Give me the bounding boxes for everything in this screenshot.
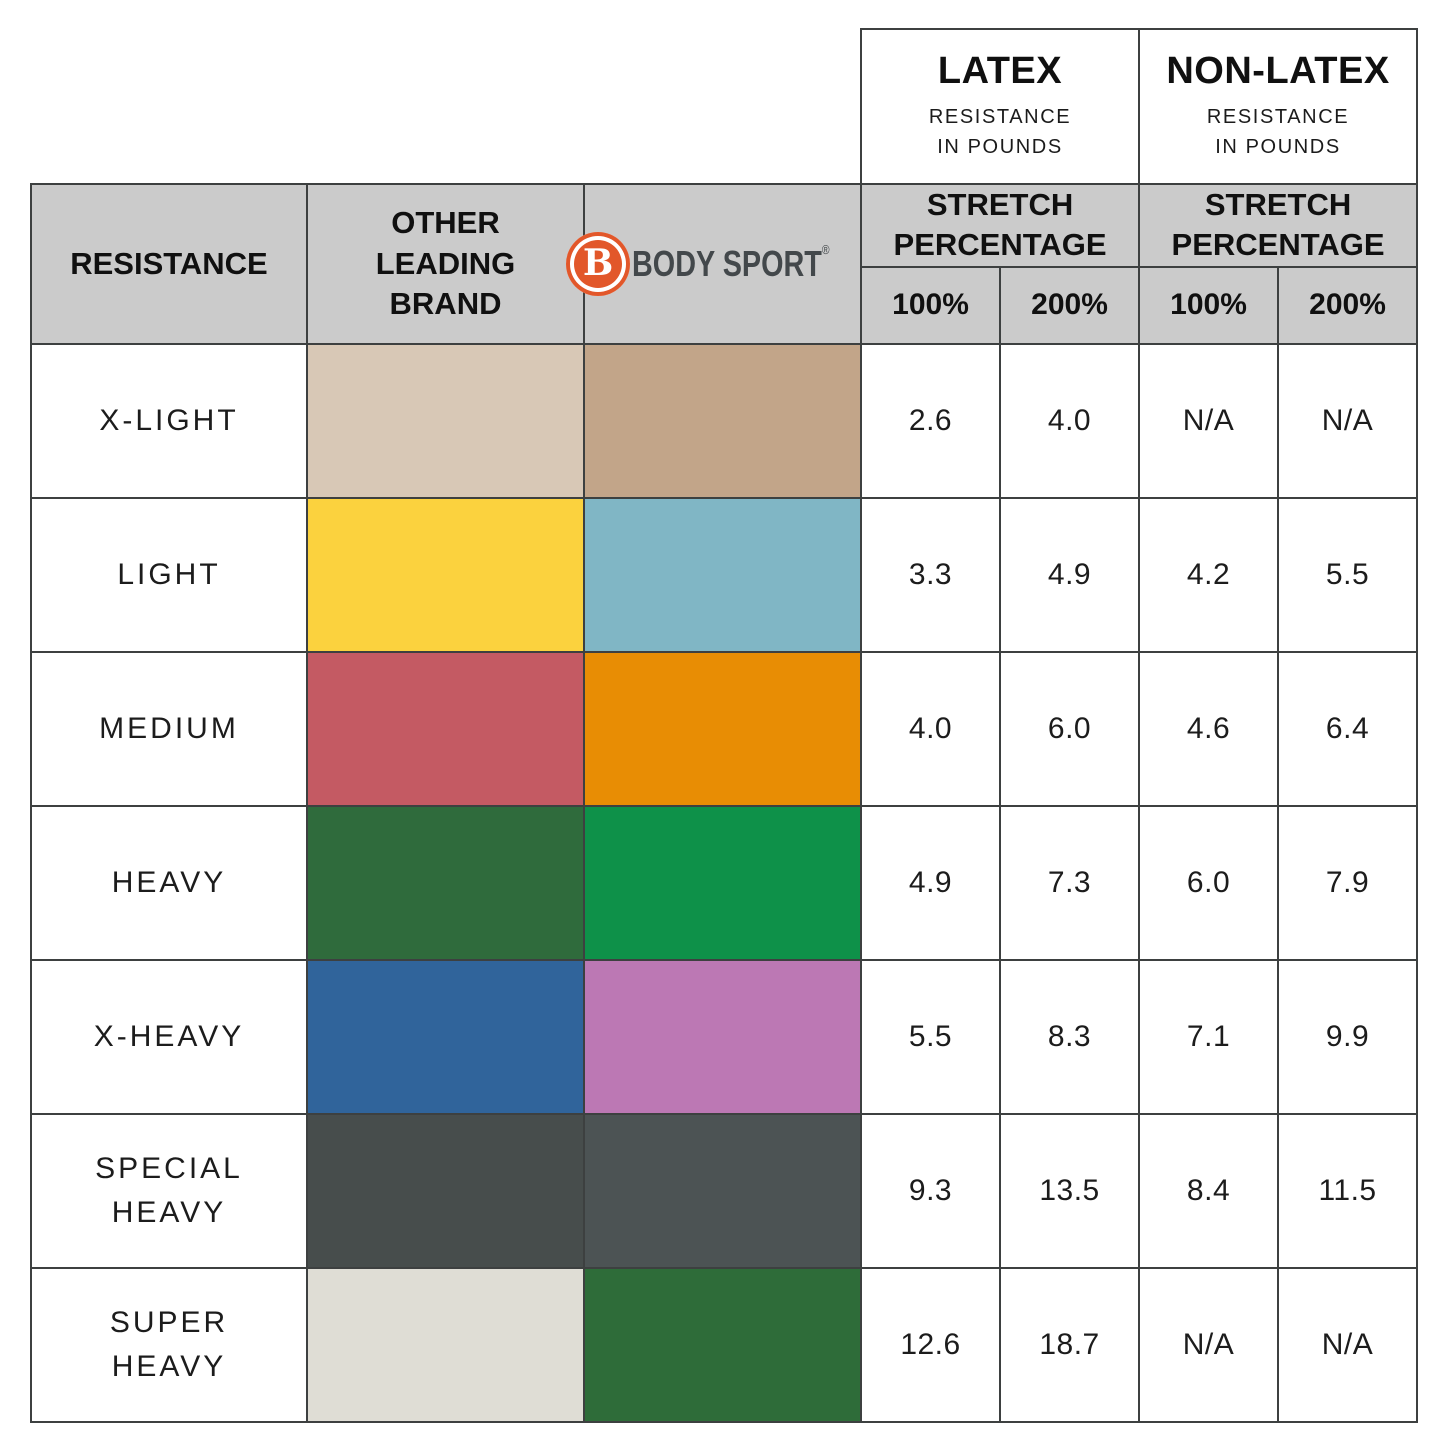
- latex-subtitle: RESISTANCE IN POUNDS: [928, 106, 1072, 159]
- latex-200-value: 13.5: [999, 1112, 1141, 1269]
- other-brand-swatch: [306, 342, 585, 499]
- latex-100-value: 4.0: [860, 650, 1002, 807]
- latex-100-value: 12.6: [860, 1266, 1002, 1423]
- table-row: X-LIGHT 2.6 4.0 N/A N/A: [30, 342, 1419, 499]
- nonlatex-200-header: 200%: [1277, 265, 1419, 345]
- nonlatex-100-value: 4.2: [1138, 496, 1280, 653]
- latex-100-value: 4.9: [860, 804, 1002, 961]
- latex-100-value: 9.3: [860, 1112, 1002, 1269]
- other-brand-swatch: [306, 650, 585, 807]
- resistance-column-header: RESISTANCE: [30, 183, 308, 345]
- nonlatex-200-value: N/A: [1277, 342, 1419, 499]
- table-row: LIGHT 3.3 4.9 4.2 5.5: [30, 496, 1419, 653]
- row-label: HEAVY: [30, 804, 308, 961]
- nonlatex-stretch-header: STRETCH PERCENTAGE: [1138, 183, 1419, 268]
- latex-200-header: 200%: [999, 265, 1141, 345]
- bodysport-column-header: B BODY SPORT®: [566, 183, 863, 345]
- latex-100-header: 100%: [860, 265, 1002, 345]
- bodysport-swatch: [582, 958, 863, 1115]
- latex-200-value: 4.0: [999, 342, 1141, 499]
- nonlatex-100-value: N/A: [1138, 1266, 1280, 1423]
- bodysport-swatch: [582, 804, 863, 961]
- bodysport-swatch: [582, 1266, 863, 1423]
- nonlatex-header-cell: NON-LATEX RESISTANCE IN POUNDS: [1138, 28, 1419, 185]
- percentage-header-row: 100% 200% 100% 200%: [31, 265, 1419, 345]
- other-brand-column-header: OTHER LEADING BRAND: [306, 183, 585, 345]
- bodysport-wordmark: BODY SPORT®: [632, 242, 830, 285]
- row-label: X-LIGHT: [30, 342, 308, 499]
- registered-mark: ®: [821, 242, 830, 258]
- other-brand-swatch: [306, 1112, 585, 1269]
- table-row: HEAVY 4.9 7.3 6.0 7.9: [30, 804, 1419, 961]
- latex-200-value: 4.9: [999, 496, 1141, 653]
- latex-200-value: 7.3: [999, 804, 1141, 961]
- nonlatex-200-value: 6.4: [1277, 650, 1419, 807]
- nonlatex-200-value: 7.9: [1277, 804, 1419, 961]
- material-header-row: LATEX RESISTANCE IN POUNDS NON-LATEX RES…: [31, 28, 1419, 185]
- top-left-blank: [31, 29, 861, 184]
- other-brand-swatch: [306, 496, 585, 653]
- table-row: MEDIUM 4.0 6.0 4.6 6.4: [30, 650, 1419, 807]
- latex-100-value: 2.6: [860, 342, 1002, 499]
- data-rows: X-LIGHT 2.6 4.0 N/A N/A LIGHT 3.3 4.9 4.2 5.5 MEDI…: [30, 342, 1419, 1423]
- nonlatex-100-value: 8.4: [1138, 1112, 1280, 1269]
- other-brand-swatch: [306, 1266, 585, 1423]
- nonlatex-100-value: 6.0: [1138, 804, 1280, 961]
- nonlatex-subtitle: RESISTANCE IN POUNDS: [1206, 106, 1350, 159]
- bodysport-swatch: [582, 496, 863, 653]
- nonlatex-100-value: 7.1: [1138, 958, 1280, 1115]
- bodysport-logo-icon: B: [566, 231, 631, 296]
- bodysport-swatch: [582, 650, 863, 807]
- bodysport-logo: B BODY SPORT®: [566, 231, 860, 296]
- bodysport-swatch: [582, 1112, 863, 1269]
- bodysport-swatch: [582, 342, 863, 499]
- other-brand-swatch: [306, 958, 585, 1115]
- resistance-comparison-table: LATEX RESISTANCE IN POUNDS NON-LATEX RES…: [30, 28, 1419, 1423]
- nonlatex-200-value: 5.5: [1277, 496, 1419, 653]
- table-row: SPECIAL HEAVY 9.3 13.5 8.4 11.5: [30, 1112, 1419, 1269]
- latex-title: LATEX: [937, 49, 1063, 92]
- nonlatex-200-value: 11.5: [1277, 1112, 1419, 1269]
- latex-stretch-header: STRETCH PERCENTAGE: [860, 183, 1141, 268]
- row-label: MEDIUM: [30, 650, 308, 807]
- nonlatex-title: NON-LATEX: [1166, 49, 1390, 92]
- latex-header-cell: LATEX RESISTANCE IN POUNDS: [860, 28, 1141, 185]
- nonlatex-200-value: 9.9: [1277, 958, 1419, 1115]
- other-brand-swatch: [306, 804, 585, 961]
- row-label: SPECIAL HEAVY: [30, 1112, 308, 1269]
- nonlatex-100-value: N/A: [1138, 342, 1280, 499]
- stretch-header-row: RESISTANCE OTHER LEADING BRAND B BODY SP…: [30, 183, 1419, 345]
- table-row: X-HEAVY 5.5 8.3 7.1 9.9: [30, 958, 1419, 1115]
- nonlatex-100-header: 100%: [1138, 265, 1280, 345]
- row-label: SUPER HEAVY: [30, 1266, 308, 1423]
- row-label: X-HEAVY: [30, 958, 308, 1115]
- latex-200-value: 8.3: [999, 958, 1141, 1115]
- nonlatex-100-value: 4.6: [1138, 650, 1280, 807]
- nonlatex-200-value: N/A: [1277, 1266, 1419, 1423]
- row-label: LIGHT: [30, 496, 308, 653]
- latex-200-value: 18.7: [999, 1266, 1141, 1423]
- latex-100-value: 3.3: [860, 496, 1002, 653]
- latex-200-value: 6.0: [999, 650, 1141, 807]
- table-row: SUPER HEAVY 12.6 18.7 N/A N/A: [30, 1266, 1419, 1423]
- latex-100-value: 5.5: [860, 958, 1002, 1115]
- logo-letter: B: [582, 241, 614, 284]
